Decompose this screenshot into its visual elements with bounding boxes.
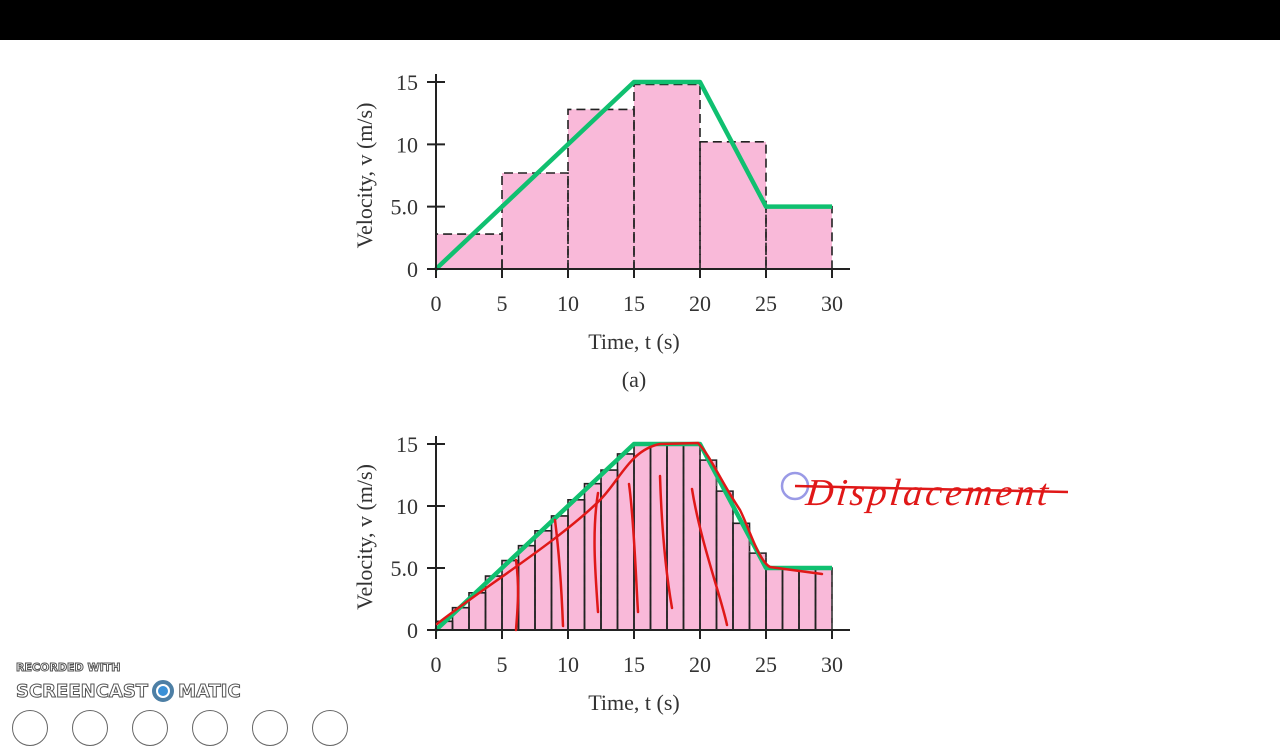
chart-1: 0 5 10 15 20 25 30 0 5.0 10 15 Time, t (s) Velocity,… [352, 432, 850, 715]
watermark-screencast-matic: SCREENCAST MATIC [15, 680, 242, 702]
bar [815, 568, 832, 630]
control-button[interactable] [192, 710, 228, 746]
y-axis-label: Velocity, v (m/s) [352, 464, 377, 610]
ink-stroke [627, 482, 640, 614]
bar [733, 523, 750, 630]
y-tick-label: 10 [396, 494, 418, 519]
ink-stroke [553, 518, 565, 628]
handwritten-annotations [435, 441, 824, 632]
x-tick-label: 25 [755, 652, 777, 677]
ink-stroke [514, 558, 520, 632]
bar [568, 499, 585, 630]
bar [601, 470, 618, 630]
top-black-bar [0, 0, 1280, 40]
bar [436, 621, 453, 630]
bar [650, 444, 667, 630]
ink-stroke [690, 487, 729, 627]
y-tick-label: 0 [407, 618, 418, 643]
control-button[interactable] [252, 710, 288, 746]
bar [749, 553, 766, 630]
ink-underline [794, 484, 1069, 494]
watermark-left: SCREENCAST [15, 680, 149, 702]
ink-curve [435, 441, 824, 626]
bar [799, 568, 816, 630]
x-tick-label: 30 [821, 291, 843, 316]
x-tick-label: 0 [431, 652, 442, 677]
x-tick-label: 20 [689, 652, 711, 677]
bar [782, 568, 799, 630]
x-tick-label: 30 [821, 652, 843, 677]
figure: 0 5 10 15 20 25 30 0 5.0 10 15 Time, t (s) Velocity,… [352, 70, 1069, 715]
bar [617, 453, 634, 630]
y-tick-label: 10 [396, 132, 418, 157]
x-tick-label: 0 [431, 291, 442, 316]
handwritten-word: Displacement [803, 472, 1053, 514]
x-tick-label: 5 [497, 652, 508, 677]
screencast-logo-icon [152, 680, 175, 702]
x-axis-label: Time, t (s) [588, 690, 679, 715]
y-axis-label: Velocity, v (m/s) [352, 103, 377, 249]
bar [634, 444, 651, 630]
bar [469, 592, 486, 630]
watermark-recorded-with: RECORDED WITH [15, 661, 121, 675]
bar [700, 460, 717, 630]
x-tick-label: 5 [497, 291, 508, 316]
watermark-right: MATIC [178, 680, 242, 702]
x-tick-label: 10 [557, 291, 579, 316]
x-axis-label: Time, t (s) [588, 329, 679, 354]
bar [634, 84, 700, 269]
panel-label: (a) [622, 367, 646, 392]
x-tick-label: 10 [557, 652, 579, 677]
bar [485, 576, 502, 630]
pen-control-button[interactable] [132, 710, 168, 746]
control-button[interactable] [312, 710, 348, 746]
x-tick-label: 25 [755, 291, 777, 316]
ink-stroke [593, 491, 600, 614]
bar-outline [765, 205, 833, 269]
bar [667, 444, 684, 630]
y-tick-label: 0 [407, 257, 418, 282]
x-tick-label: 15 [623, 291, 645, 316]
bar [535, 530, 552, 630]
bar [502, 560, 519, 630]
control-button[interactable] [12, 710, 48, 746]
bar [766, 206, 832, 269]
ink-stroke [658, 474, 674, 610]
bar [502, 173, 568, 269]
x-tick-label: 20 [689, 291, 711, 316]
y-tick-label: 5.0 [391, 195, 419, 220]
chart-0: 0 5 10 15 20 25 30 0 5.0 10 15 Time, t (s) Velocity,… [352, 70, 850, 392]
bar [700, 141, 766, 269]
bar [518, 545, 535, 630]
control-button[interactable] [72, 710, 108, 746]
y-tick-label: 15 [396, 70, 418, 95]
bar [766, 568, 783, 630]
bar [683, 444, 700, 630]
velocity-curve [434, 79, 832, 271]
y-tick-label: 15 [396, 432, 418, 457]
x-tick-label: 15 [623, 652, 645, 677]
bar [716, 491, 733, 630]
y-tick-label: 5.0 [391, 556, 419, 581]
